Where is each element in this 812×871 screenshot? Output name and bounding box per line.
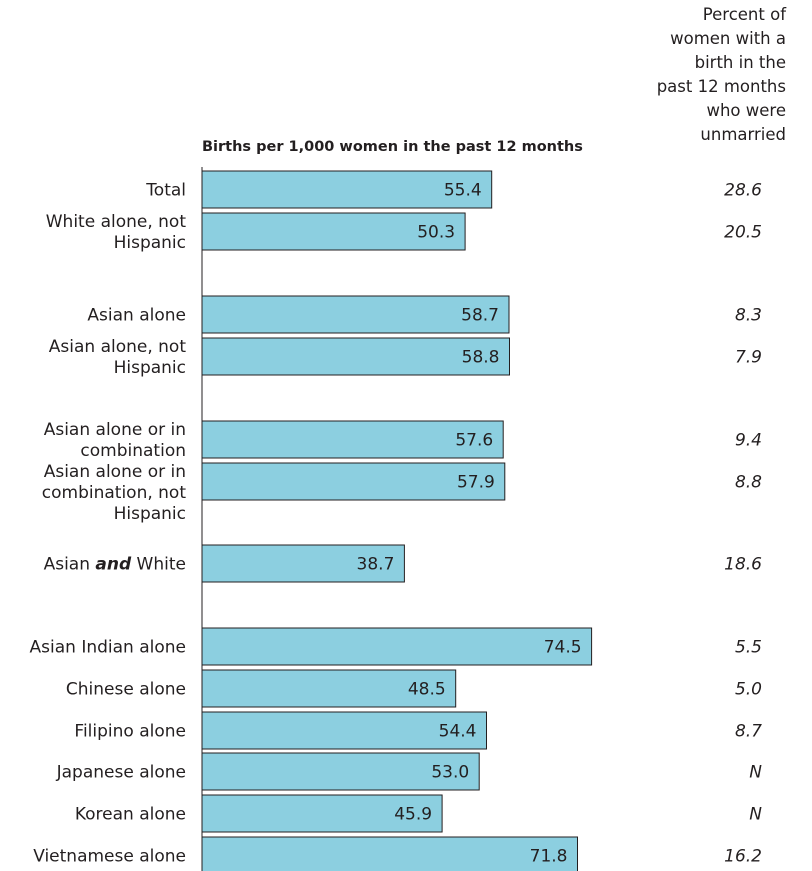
bar-value-label-2: 58.7 — [461, 306, 499, 326]
bar-value-label-0: 55.4 — [444, 181, 482, 201]
bars-layer: 55.4 Total 28.6 50.3 White alone, not Hispani… — [30, 170, 762, 871]
secondary-column-title: Percent of women with a birth in the pas… — [657, 5, 787, 144]
category-label-5: Asian alone or in combination, not Hispani… — [42, 462, 187, 524]
secondary-column-title-line-3: birth in the — [695, 53, 786, 72]
percent-unmarried-4: 9.4 — [735, 431, 762, 451]
percent-unmarried-3: 7.9 — [735, 348, 762, 368]
bar-3 — [201, 337, 510, 376]
percent-unmarried-8: 5.0 — [735, 680, 762, 700]
bar-value-label-10: 53.0 — [431, 763, 469, 783]
bar-value-label-7: 74.5 — [544, 638, 582, 658]
bar-12 — [201, 836, 578, 871]
secondary-column-title-line-1: Percent of — [703, 5, 787, 24]
percent-unmarried-9: 8.7 — [735, 722, 762, 742]
percent-unmarried-11: N — [749, 805, 762, 825]
category-label-2: Asian alone — [87, 306, 186, 326]
percent-unmarried-2: 8.3 — [735, 306, 762, 326]
bar-value-label-12: 71.8 — [530, 847, 568, 867]
secondary-column-title-line-5: who were — [706, 101, 786, 120]
percent-unmarried-5: 8.8 — [735, 473, 762, 493]
bar-value-label-3: 58.8 — [462, 348, 500, 368]
bar-5 — [201, 462, 506, 501]
category-label-3: Asian alone, not Hispanic — [49, 337, 187, 378]
category-label-8: Chinese alone — [66, 680, 186, 700]
percent-unmarried-6: 18.6 — [724, 555, 762, 575]
bar-1 — [201, 212, 466, 251]
percent-unmarried-7: 5.5 — [735, 638, 762, 658]
category-label-4: Asian alone or in combination — [44, 420, 186, 461]
bar-8 — [201, 669, 457, 708]
chart-title: Births per 1,000 women in the past 12 mo… — [202, 139, 583, 155]
bar-2 — [201, 295, 510, 334]
category-label-11: Korean alone — [75, 805, 186, 825]
bar-4 — [201, 420, 504, 459]
bar-value-label-8: 48.5 — [408, 680, 446, 700]
bar-value-label-6: 38.7 — [357, 555, 395, 575]
category-label-6: Asian and White — [44, 555, 186, 575]
category-label-12: Vietnamese alone — [33, 847, 186, 867]
bar-6 — [201, 544, 405, 583]
bar-11 — [201, 794, 443, 833]
bar-10 — [201, 752, 480, 791]
percent-unmarried-1: 20.5 — [724, 223, 762, 243]
bar-value-label-4: 57.6 — [455, 431, 493, 451]
percent-unmarried-10: N — [749, 763, 762, 783]
bar-7 — [201, 627, 593, 666]
bar-value-label-9: 54.4 — [439, 722, 477, 742]
category-label-1: White alone, not Hispanic — [46, 212, 187, 253]
category-label-7: Asian Indian alone — [30, 638, 186, 658]
percent-unmarried-0: 28.6 — [724, 181, 762, 201]
category-label-10: Japanese alone — [56, 763, 186, 783]
secondary-column-title-line-2: women with a — [670, 29, 786, 48]
bar-9 — [201, 711, 487, 750]
secondary-column-title-line-4: past 12 months — [657, 77, 786, 96]
bar-value-label-1: 50.3 — [417, 223, 455, 243]
category-label-9: Filipino alone — [74, 722, 186, 742]
secondary-column-title-line-6: unmarried — [700, 125, 786, 144]
percent-unmarried-12: 16.2 — [724, 847, 762, 867]
bar-value-label-5: 57.9 — [457, 473, 495, 493]
category-label-0: Total — [145, 181, 186, 201]
bar-0 — [201, 170, 493, 209]
bar-value-label-11: 45.9 — [394, 805, 432, 825]
